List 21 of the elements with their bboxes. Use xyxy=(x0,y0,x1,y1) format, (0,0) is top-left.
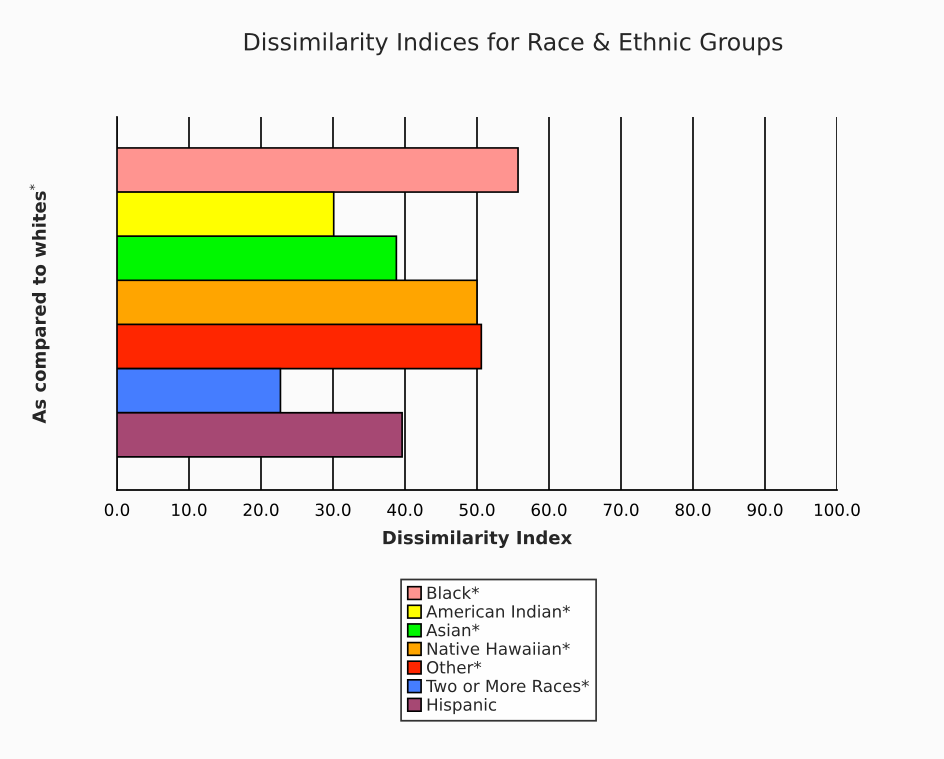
x-tick-label: 50.0 xyxy=(460,503,494,516)
y-axis-title: As compared to whites$^{*}$ xyxy=(29,184,50,424)
x-tick-label: 20.0 xyxy=(244,503,278,516)
x-tick-label: 80.0 xyxy=(676,503,710,516)
chart-title: Dissimilarity Indices for Race & Ethnic Groups xyxy=(244,32,782,56)
x-tick-label: 30.0 xyxy=(316,503,350,516)
x-tick-label: 0.0 xyxy=(104,503,130,516)
x-tick-label: 40.0 xyxy=(387,503,422,516)
legend-label: American Indian* xyxy=(426,604,570,618)
legend-label: Two or More Races* xyxy=(426,680,589,692)
legend-label: Asian* xyxy=(426,623,480,636)
x-tick-label: 90.0 xyxy=(747,503,782,516)
legend-label: Hispanic xyxy=(428,698,496,714)
x-tick-label: 70.0 xyxy=(604,503,638,516)
x-tick-label: 10.0 xyxy=(172,503,206,516)
legend-label: Native Hawaiian* xyxy=(428,642,570,655)
legend-label: Black* xyxy=(428,586,480,600)
x-tick-label: 60.0 xyxy=(532,503,566,516)
legend-label: Other* xyxy=(427,660,482,674)
x-axis-title: Dissimilarity Index xyxy=(383,530,572,548)
x-tick-label: 100.0 xyxy=(814,503,860,516)
